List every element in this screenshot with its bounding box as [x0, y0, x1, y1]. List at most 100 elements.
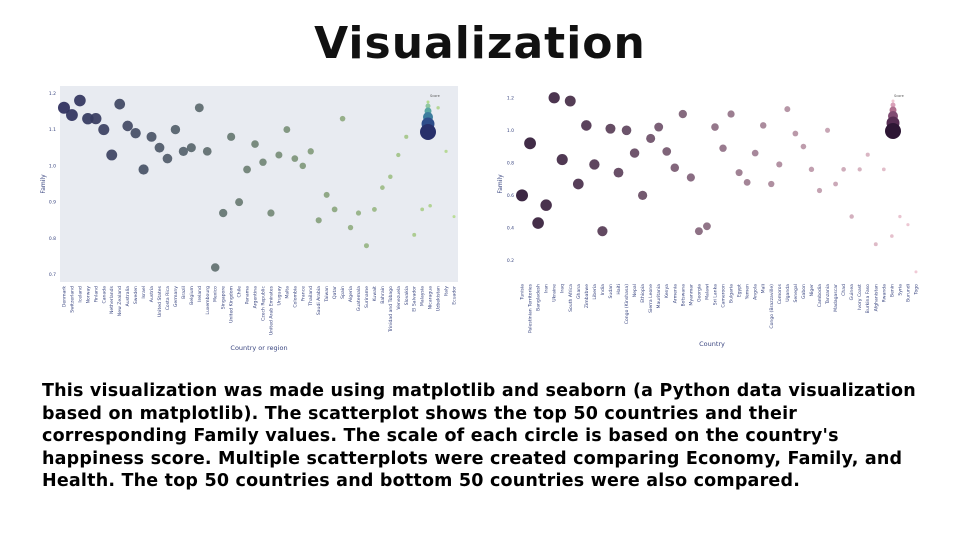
x-tick-label: Netherlands [109, 285, 115, 314]
data-point [315, 217, 322, 224]
data-point [388, 174, 393, 179]
y-axis-label: Family [497, 174, 504, 194]
data-point [138, 164, 149, 175]
data-point [581, 120, 592, 131]
x-tick-label: Afghanistan [873, 284, 879, 311]
x-tick-label: Canada [101, 286, 107, 304]
data-point [299, 162, 307, 170]
data-point [275, 151, 283, 159]
legend-marker [891, 99, 895, 103]
y-tick-label: 1.2 [49, 91, 56, 97]
x-tick-label: Malaysia [420, 286, 426, 306]
x-axis-label: Country or region [230, 344, 287, 352]
legend-marker [885, 123, 901, 139]
data-point [57, 101, 70, 114]
x-tick-label: Bulgaria [729, 284, 735, 303]
x-tick-label: Qatar [332, 286, 338, 299]
x-tick-label: Switzerland [69, 286, 75, 313]
x-tick-label: United Kingdom [229, 285, 235, 322]
data-point [154, 142, 165, 153]
data-point [90, 113, 102, 125]
x-tick-label: Guinea [849, 284, 855, 300]
x-tick-label: United Arab Emirates [268, 285, 274, 335]
y-tick-label: 0.8 [507, 160, 514, 166]
x-tick-label: Slovakia [404, 286, 410, 305]
x-tick-label: Botswana [680, 284, 686, 307]
data-point [613, 167, 624, 178]
y-tick-label: 0.7 [49, 272, 56, 278]
y-tick-label: 0.8 [49, 236, 56, 242]
data-point [572, 178, 584, 190]
x-tick-label: United States [157, 285, 163, 317]
x-tick-label: Thailand [308, 286, 314, 307]
x-tick-label: Australia [125, 286, 131, 307]
data-point [420, 207, 425, 212]
x-tick-label: Ecuador [452, 286, 458, 305]
data-point [678, 109, 687, 119]
plot-area [60, 86, 458, 282]
data-point [816, 187, 823, 194]
x-tick-label: Suriname [364, 286, 370, 308]
x-tick-label: Congo (Brazzaville) [769, 284, 775, 329]
x-tick-label: Bahrain [380, 286, 386, 304]
x-tick-label: Costa Rica [165, 286, 171, 310]
x-tick-label: Palestinian Territories [528, 283, 534, 333]
data-point [857, 167, 862, 172]
data-point [833, 181, 838, 187]
x-tick-label: Luxembourg [205, 286, 211, 315]
x-tick-label: Cameroon [721, 284, 727, 308]
x-tick-label: Armenia [672, 284, 678, 303]
legend-title: Score [430, 94, 440, 98]
x-tick-label: Cambodia [817, 284, 823, 307]
y-tick-label: 1.1 [49, 127, 56, 133]
x-tick-label: Georgia [696, 284, 702, 302]
data-point [556, 154, 568, 166]
x-tick-label: Iraq [560, 284, 566, 293]
data-point [516, 189, 529, 202]
x-tick-label: Malawi [704, 284, 710, 300]
chart-family-top50: 0.7 0.8 0.9 1.0 1.1 1.2 Denmark Switzerland Ice… [40, 86, 458, 352]
size-legend: Score [885, 94, 904, 139]
x-tick-label: Austria [149, 286, 155, 302]
data-point [243, 165, 251, 174]
data-point [66, 109, 78, 121]
data-point [743, 178, 751, 186]
x-tick-label: Tunisia [520, 284, 526, 301]
data-point [719, 144, 727, 152]
x-tick-label: Uganda [785, 284, 791, 302]
data-point [711, 123, 719, 131]
data-point [412, 232, 417, 237]
data-point [436, 106, 440, 110]
data-point [906, 223, 910, 227]
data-point [219, 208, 228, 218]
data-point [372, 206, 377, 212]
x-tick-label: Comoros [777, 283, 783, 304]
data-point [396, 152, 401, 158]
x-tick-label: Kuwait [372, 286, 378, 302]
x-tick-label: Yemen [745, 284, 751, 300]
x-tick-label: Ireland [197, 286, 203, 302]
x-tick-label: France [300, 286, 306, 301]
x-tick-label: Finland [93, 286, 99, 302]
x-tick-label: Egypt [737, 284, 743, 297]
data-point [331, 206, 338, 213]
y-tick-label: 1.0 [49, 163, 56, 169]
x-tick-label: Haiti [616, 284, 622, 295]
x-tick-label: Argentina [253, 286, 259, 309]
data-point [784, 106, 791, 113]
x-axis-label: Country [699, 340, 725, 348]
data-point [548, 92, 560, 104]
x-tick-label: Tanzania [825, 284, 831, 305]
y-tick-label: 0.9 [49, 200, 56, 206]
data-point [727, 110, 735, 118]
x-tick-label: Chad [841, 284, 847, 296]
legend-marker [890, 102, 896, 108]
data-point [629, 148, 640, 158]
data-point [792, 130, 799, 137]
plot-area [518, 88, 920, 280]
data-point [122, 120, 133, 132]
data-point [597, 226, 608, 237]
x-tick-label: Nepal [632, 284, 638, 297]
x-tick-label: Gabon [801, 284, 807, 299]
data-point [532, 217, 544, 229]
